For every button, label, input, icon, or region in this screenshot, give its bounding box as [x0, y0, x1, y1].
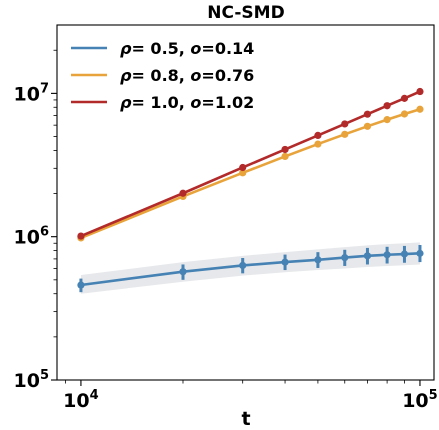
data-point — [314, 140, 322, 148]
data-point — [416, 249, 424, 257]
data-point — [400, 94, 409, 102]
data-point — [341, 130, 349, 138]
data-point — [383, 116, 391, 124]
data-point — [239, 261, 247, 270]
data-point — [341, 120, 349, 128]
data-layer — [77, 87, 424, 294]
data-point — [400, 250, 409, 258]
data-point — [179, 189, 187, 197]
data-point — [77, 281, 85, 289]
data-point — [383, 102, 391, 110]
data-point — [363, 110, 372, 118]
series-1-line — [80, 252, 421, 287]
plot-area: 104 105 105 106 107 — [14, 24, 438, 412]
legend-label-3: ρ= 1.0, o=1.02 — [120, 93, 254, 112]
y-tick-label: 106 — [14, 225, 50, 249]
series-1 — [77, 242, 424, 294]
data-point — [363, 252, 372, 260]
data-point — [383, 251, 391, 259]
data-point — [416, 87, 424, 96]
y-tick-label: 105 — [14, 368, 50, 392]
data-point — [281, 152, 289, 161]
x-axis-label: t — [241, 408, 250, 430]
series-2-line — [80, 107, 421, 240]
chart-title: NC-SMD — [207, 3, 284, 23]
legend-label-2: ρ= 0.8, o=0.76 — [120, 66, 254, 85]
axes-frame — [56, 24, 435, 381]
data-point — [341, 253, 349, 262]
x-tick-label: 105 — [402, 388, 438, 412]
data-point — [179, 268, 187, 276]
y-tick-label: 107 — [14, 81, 50, 105]
legend-label-1: ρ= 0.5, o=0.14 — [120, 39, 254, 58]
data-point — [239, 169, 247, 177]
data-point — [281, 145, 289, 154]
data-point — [281, 258, 289, 266]
data-point — [416, 105, 424, 113]
data-point — [363, 122, 372, 130]
legend: ρ= 0.5, o=0.14 ρ= 0.8, o=0.76 ρ= 1.0, o=1.… — [71, 39, 254, 112]
data-point — [314, 256, 322, 264]
series-3-line — [80, 90, 421, 238]
series-1-band — [80, 242, 420, 294]
data-point — [400, 110, 409, 118]
series-2 — [77, 105, 424, 242]
data-point — [314, 131, 322, 140]
series-3 — [77, 87, 424, 240]
x-tick-label: 104 — [63, 388, 99, 412]
data-point — [77, 232, 85, 240]
data-point — [239, 163, 247, 172]
